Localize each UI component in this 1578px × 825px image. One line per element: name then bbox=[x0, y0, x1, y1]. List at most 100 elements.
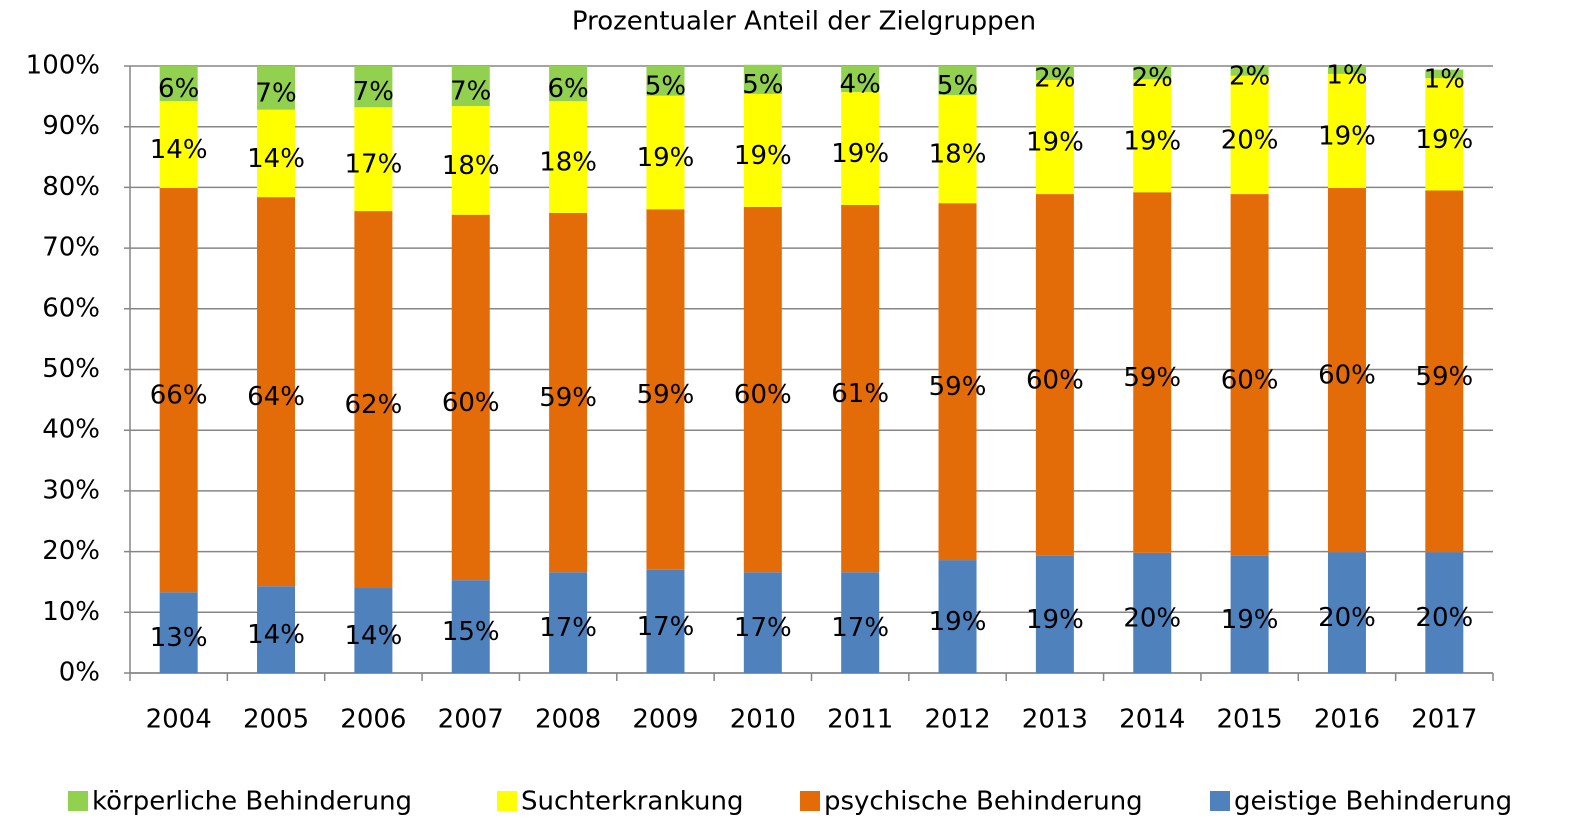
data-label: 20% bbox=[1318, 603, 1376, 633]
data-label: 14% bbox=[247, 620, 305, 650]
bar-segment bbox=[1230, 555, 1269, 673]
data-label: 59% bbox=[1123, 363, 1181, 393]
x-tick-label: 2015 bbox=[1217, 705, 1283, 735]
bar-segment bbox=[1133, 552, 1172, 673]
legend-swatch bbox=[800, 791, 820, 811]
x-tick-label: 2008 bbox=[535, 705, 601, 735]
bar-segment bbox=[549, 66, 588, 102]
data-label: 19% bbox=[1026, 128, 1084, 158]
data-label: 14% bbox=[344, 621, 402, 651]
data-label: 59% bbox=[1415, 362, 1473, 392]
data-label: 64% bbox=[247, 382, 305, 412]
bar-segment bbox=[451, 580, 490, 673]
bar-segment bbox=[257, 109, 296, 198]
bar-segment bbox=[1425, 552, 1464, 673]
data-label: 7% bbox=[450, 77, 491, 107]
data-label: 7% bbox=[255, 78, 296, 108]
bar-segment bbox=[257, 66, 296, 110]
data-label: 20% bbox=[1221, 125, 1279, 155]
x-tick-label: 2013 bbox=[1022, 705, 1088, 735]
x-tick-label: 2012 bbox=[924, 705, 990, 735]
data-label: 5% bbox=[937, 71, 978, 101]
bar-segment bbox=[257, 197, 296, 587]
bar-segment bbox=[159, 66, 198, 102]
bar-segment bbox=[646, 569, 685, 673]
data-label: 20% bbox=[1123, 603, 1181, 633]
y-tick-label: 60% bbox=[42, 293, 100, 323]
legend-swatch bbox=[497, 791, 517, 811]
data-label: 19% bbox=[1123, 126, 1181, 156]
bar-segment bbox=[743, 572, 782, 673]
legend-label: geistige Behinderung bbox=[1234, 787, 1512, 817]
data-label: 60% bbox=[734, 380, 792, 410]
bar-segment bbox=[743, 93, 782, 207]
bar-segment bbox=[938, 203, 977, 561]
data-label: 2% bbox=[1132, 63, 1173, 93]
y-tick-label: 80% bbox=[42, 172, 100, 202]
data-label: 19% bbox=[637, 143, 695, 173]
bar-segment bbox=[646, 209, 685, 570]
data-label: 59% bbox=[539, 383, 597, 413]
bar-segment bbox=[938, 66, 977, 96]
bar-segment bbox=[646, 95, 685, 210]
bar-segment bbox=[1133, 79, 1172, 193]
data-label: 66% bbox=[150, 381, 208, 411]
legend-swatch bbox=[1210, 791, 1230, 811]
y-tick-label: 20% bbox=[42, 536, 100, 566]
data-label: 5% bbox=[742, 70, 783, 100]
data-label: 18% bbox=[539, 148, 597, 178]
bar-segment bbox=[841, 92, 880, 206]
y-tick-label: 0% bbox=[59, 658, 100, 688]
bar-segment bbox=[549, 212, 588, 573]
data-label: 2% bbox=[1229, 61, 1270, 91]
data-label: 59% bbox=[929, 372, 987, 402]
data-label: 13% bbox=[150, 623, 208, 653]
bar-segment bbox=[354, 211, 393, 589]
x-tick-label: 2005 bbox=[243, 705, 309, 735]
bar-segment bbox=[1327, 73, 1366, 189]
bar-segment bbox=[354, 66, 393, 108]
data-label: 7% bbox=[353, 77, 394, 107]
data-label: 19% bbox=[1318, 121, 1376, 151]
bar-segment bbox=[1035, 194, 1074, 556]
data-label: 17% bbox=[734, 613, 792, 643]
data-label: 14% bbox=[247, 144, 305, 174]
x-tick-label: 2017 bbox=[1411, 705, 1477, 735]
data-label: 20% bbox=[1415, 603, 1473, 633]
data-label: 6% bbox=[547, 74, 588, 104]
data-label: 1% bbox=[1424, 64, 1465, 94]
bar-segment bbox=[1230, 75, 1269, 195]
bar-segment bbox=[1035, 555, 1074, 673]
x-tick-label: 2014 bbox=[1119, 705, 1185, 735]
data-label: 19% bbox=[1415, 125, 1473, 155]
data-label: 60% bbox=[442, 388, 500, 418]
bar-segment bbox=[354, 107, 393, 212]
y-tick-label: 50% bbox=[42, 354, 100, 384]
legend-label: körperliche Behinderung bbox=[92, 787, 412, 817]
bar-segment bbox=[938, 560, 977, 673]
bar-segment bbox=[549, 572, 588, 673]
bar-segment bbox=[1327, 552, 1366, 673]
bar-segment bbox=[1035, 66, 1074, 80]
bar-segment bbox=[1035, 79, 1074, 195]
data-label: 17% bbox=[344, 150, 402, 180]
data-label: 17% bbox=[539, 613, 597, 643]
bar-segment bbox=[1133, 192, 1172, 553]
bar-segment bbox=[743, 64, 782, 94]
chart-title: Prozentualer Anteil der Zielgruppen bbox=[572, 7, 1036, 37]
bar-segment bbox=[451, 214, 490, 581]
bar-segment bbox=[743, 206, 782, 573]
y-tick-label: 40% bbox=[42, 415, 100, 445]
x-tick-label: 2016 bbox=[1314, 705, 1380, 735]
data-label: 61% bbox=[831, 379, 889, 409]
bar-segment bbox=[451, 66, 490, 107]
data-label: 1% bbox=[1326, 60, 1367, 90]
x-tick-label: 2011 bbox=[827, 705, 893, 735]
bar-segment bbox=[159, 592, 198, 673]
x-tick-label: 2007 bbox=[438, 705, 504, 735]
data-label: 14% bbox=[150, 135, 208, 165]
data-label: 19% bbox=[734, 141, 792, 171]
data-label: 5% bbox=[645, 71, 686, 101]
